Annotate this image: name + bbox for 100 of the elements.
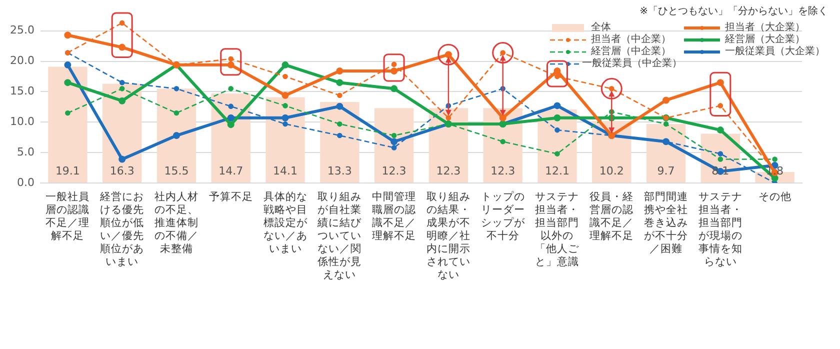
data-label: 1.8 — [766, 164, 784, 178]
point — [282, 61, 289, 68]
data-label: 12.3 — [382, 164, 406, 178]
x-tick-label: 取り組みが自社業績に結びついていない／関係性が見えない — [316, 191, 363, 282]
point — [500, 138, 506, 144]
point — [119, 80, 125, 86]
point — [118, 44, 126, 51]
point — [337, 92, 342, 98]
data-label: 12.3 — [436, 164, 461, 178]
point — [337, 132, 342, 138]
point — [64, 61, 72, 68]
point — [554, 127, 560, 133]
x-tick-label: 社内人材の不足、推進体制の不備／未整備 — [153, 191, 200, 256]
point — [119, 20, 125, 26]
point — [118, 97, 126, 104]
x-tick-label: 中間管理職層の認識不足／理解不足 — [371, 191, 418, 243]
point — [228, 104, 234, 109]
x-tick-label: 予算不足 — [208, 191, 254, 204]
point — [64, 79, 72, 86]
point — [554, 114, 561, 122]
bar — [156, 88, 196, 182]
legend-label: 経営層（中企業） — [591, 46, 671, 58]
y-tick-label: 0.0 — [16, 176, 34, 189]
data-label: 15.5 — [164, 164, 189, 178]
bar — [428, 108, 468, 182]
point — [282, 103, 288, 108]
y-tick-label: 5.0 — [16, 145, 34, 158]
x-tick-label: サステナ担当者・担当部門が現場の事情を知らない — [697, 191, 744, 269]
data-label: 13.3 — [327, 164, 352, 178]
point — [391, 62, 397, 67]
point — [282, 92, 289, 99]
point — [336, 79, 344, 86]
annotation: ※「ひとつもない」「分からない」を除く — [640, 4, 828, 18]
data-label: 10.2 — [599, 164, 624, 178]
point — [174, 86, 180, 92]
x-tick-label: 部門間連携や全社巻き込みが不十分／困難 — [643, 191, 690, 256]
data-label: 16.3 — [110, 164, 134, 178]
point — [772, 156, 778, 162]
point — [718, 103, 724, 108]
point — [336, 68, 344, 75]
point — [499, 114, 506, 122]
y-tick-label: 20.0 — [10, 54, 34, 68]
data-label: 14.7 — [218, 164, 244, 178]
legend-label: 担当者（中企業） — [591, 34, 671, 46]
point — [337, 121, 342, 127]
point — [228, 56, 234, 62]
bar — [48, 66, 88, 182]
bar — [646, 124, 686, 182]
point — [282, 114, 289, 122]
point — [65, 110, 70, 116]
legend-label: 一般従業員（中企業） — [582, 58, 682, 70]
point — [446, 115, 452, 121]
bar — [374, 108, 414, 182]
point — [716, 79, 724, 86]
x-tick-label: 一般社員層の認識不足／理解不足 — [44, 191, 91, 243]
point — [554, 74, 560, 80]
point — [662, 96, 670, 104]
point — [554, 102, 561, 110]
point — [391, 145, 397, 150]
data-label: 14.1 — [273, 164, 298, 178]
legend-label: 一般従業員（大企業） — [725, 46, 825, 58]
point — [227, 121, 234, 128]
x-tick-label: 役員・経営層の認識不足／理解不足 — [588, 191, 635, 243]
data-label: 9.7 — [657, 164, 675, 178]
point — [282, 74, 288, 80]
x-tick-label: トップのリーダーシップが不十分 — [480, 191, 526, 243]
legend-label: 経営層（大企業） — [725, 34, 805, 46]
y-tick-label: 15.0 — [10, 84, 34, 98]
x-tick-label: サステナ担当者・担当部門以外の「他人ごと」意識 — [534, 191, 580, 269]
bar — [266, 97, 305, 182]
bar — [320, 102, 360, 182]
data-label: 19.1 — [55, 164, 80, 178]
point — [174, 110, 180, 116]
data-label: 12.1 — [544, 164, 570, 178]
point — [390, 85, 398, 92]
point — [118, 156, 126, 163]
point — [663, 121, 669, 127]
point — [228, 86, 234, 92]
point — [718, 156, 724, 162]
y-tick-label: 25.0 — [10, 24, 34, 37]
legend-label: 担当者（大企業） — [725, 22, 805, 34]
x-tick-label: 具体的な戦略や目標設定がない／あいまい — [262, 191, 308, 256]
x-tick-label: 取り組みの結果・成果が不明瞭／社内に開示されていない — [425, 191, 472, 282]
point — [227, 114, 234, 122]
point — [771, 174, 778, 182]
y-tick-label: 10.0 — [10, 115, 34, 128]
point — [718, 151, 724, 156]
point — [64, 32, 72, 39]
point — [119, 86, 125, 92]
point — [554, 151, 560, 156]
point — [282, 121, 288, 127]
legend-label: 全体 — [591, 22, 611, 34]
point — [390, 138, 398, 146]
point — [391, 132, 397, 138]
x-tick-label: その他 — [757, 191, 792, 204]
data-label: 12.3 — [490, 164, 516, 178]
point — [336, 102, 344, 110]
point — [172, 132, 180, 140]
x-tick-label: 経営における優先順位が低い／優先順位があいまい — [99, 191, 146, 269]
point — [716, 126, 724, 134]
